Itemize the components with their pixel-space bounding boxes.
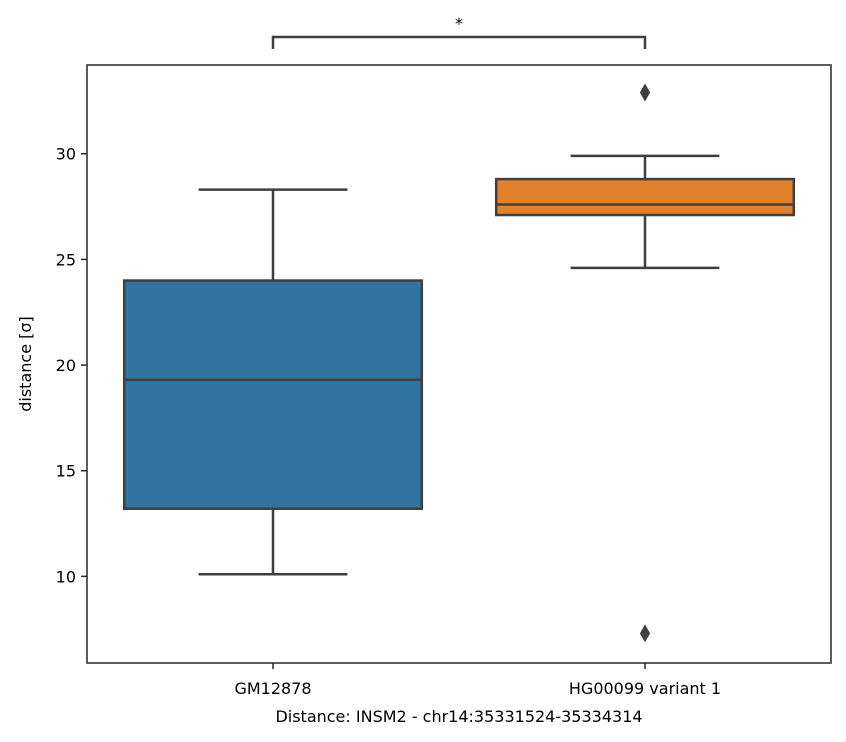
significance-marker: * <box>455 14 463 33</box>
x-tick-label: GM12878 <box>234 679 311 698</box>
significance-annotation: * <box>271 14 647 49</box>
y-axis: 10 15 20 25 30 <box>56 145 87 586</box>
box-iqr <box>122 279 424 510</box>
x-tick-label: HG00099 variant 1 <box>569 679 721 698</box>
y-tick-label: 20 <box>56 356 76 375</box>
y-axis-label: distance [σ] <box>16 316 35 412</box>
x-axis-label: Distance: INSM2 - chr14:35331524-3533431… <box>275 707 642 726</box>
y-tick-label: 10 <box>56 567 76 586</box>
outlier-point <box>639 624 651 643</box>
significance-bracket <box>271 35 647 49</box>
box-group-1 <box>122 188 424 576</box>
outlier-point <box>639 83 651 102</box>
y-tick-label: 30 <box>56 145 76 164</box>
x-axis: GM12878 HG00099 variant 1 <box>234 663 721 698</box>
y-tick-label: 15 <box>56 462 76 481</box>
boxes-layer <box>122 83 796 643</box>
box-iqr <box>494 177 796 217</box>
plot-frame <box>86 64 832 664</box>
y-tick-label: 25 <box>56 250 76 269</box>
box-group-2 <box>494 83 796 643</box>
